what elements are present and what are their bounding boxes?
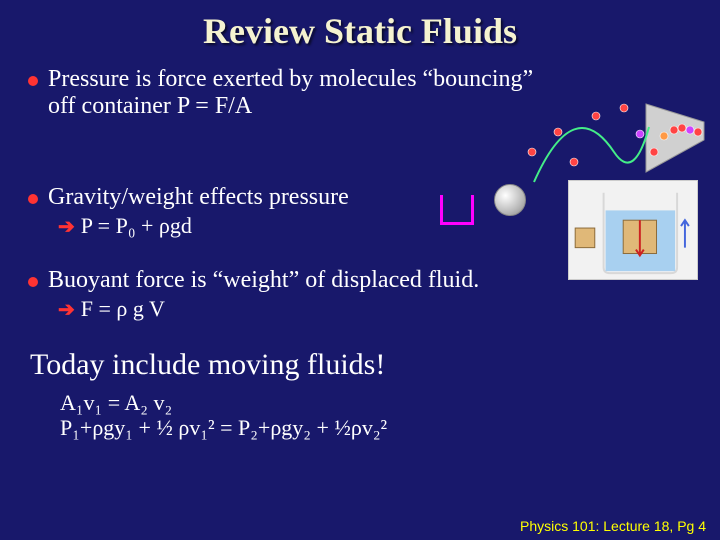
beaker-diagram	[568, 180, 698, 280]
today-heading: Today include moving fluids!	[30, 348, 692, 382]
bullet-dot-icon	[28, 76, 38, 86]
page-title: Review Static Fluids	[0, 0, 720, 52]
bullet-2-text: Gravity/weight effects pressure	[48, 184, 349, 211]
bullet-dot-icon	[28, 194, 38, 204]
sphere-icon	[494, 184, 526, 216]
equation-bernoulli: P₁+ρgy₁ + ½ ρv₁² = P₂+ρgy₂ + ½ρv₂²	[60, 415, 692, 440]
bullet-1-text: Pressure is force exerted by molecules “…	[48, 66, 558, 120]
bullet-2-sub-text: P = P₀ + ρgd	[81, 213, 192, 239]
container-icon	[440, 195, 474, 225]
equations: A₁v₁ = A₂ v₂ P₁+ρgy₁ + ½ ρv₁² = P₂+ρgy₂ …	[60, 390, 692, 441]
bullet-3-sub: ➔ F = ρ g V	[58, 296, 692, 322]
bullet-3-text: Buoyant force is “weight” of displaced f…	[48, 267, 479, 294]
bullet-dot-icon	[28, 277, 38, 287]
arrow-icon: ➔	[58, 214, 75, 239]
page-footer: Physics 101: Lecture 18, Pg 4	[520, 518, 706, 534]
arrow-icon: ➔	[58, 297, 75, 322]
bullet-3-sub-text: F = ρ g V	[81, 296, 165, 322]
equation-continuity: A₁v₁ = A₂ v₂	[60, 390, 692, 415]
